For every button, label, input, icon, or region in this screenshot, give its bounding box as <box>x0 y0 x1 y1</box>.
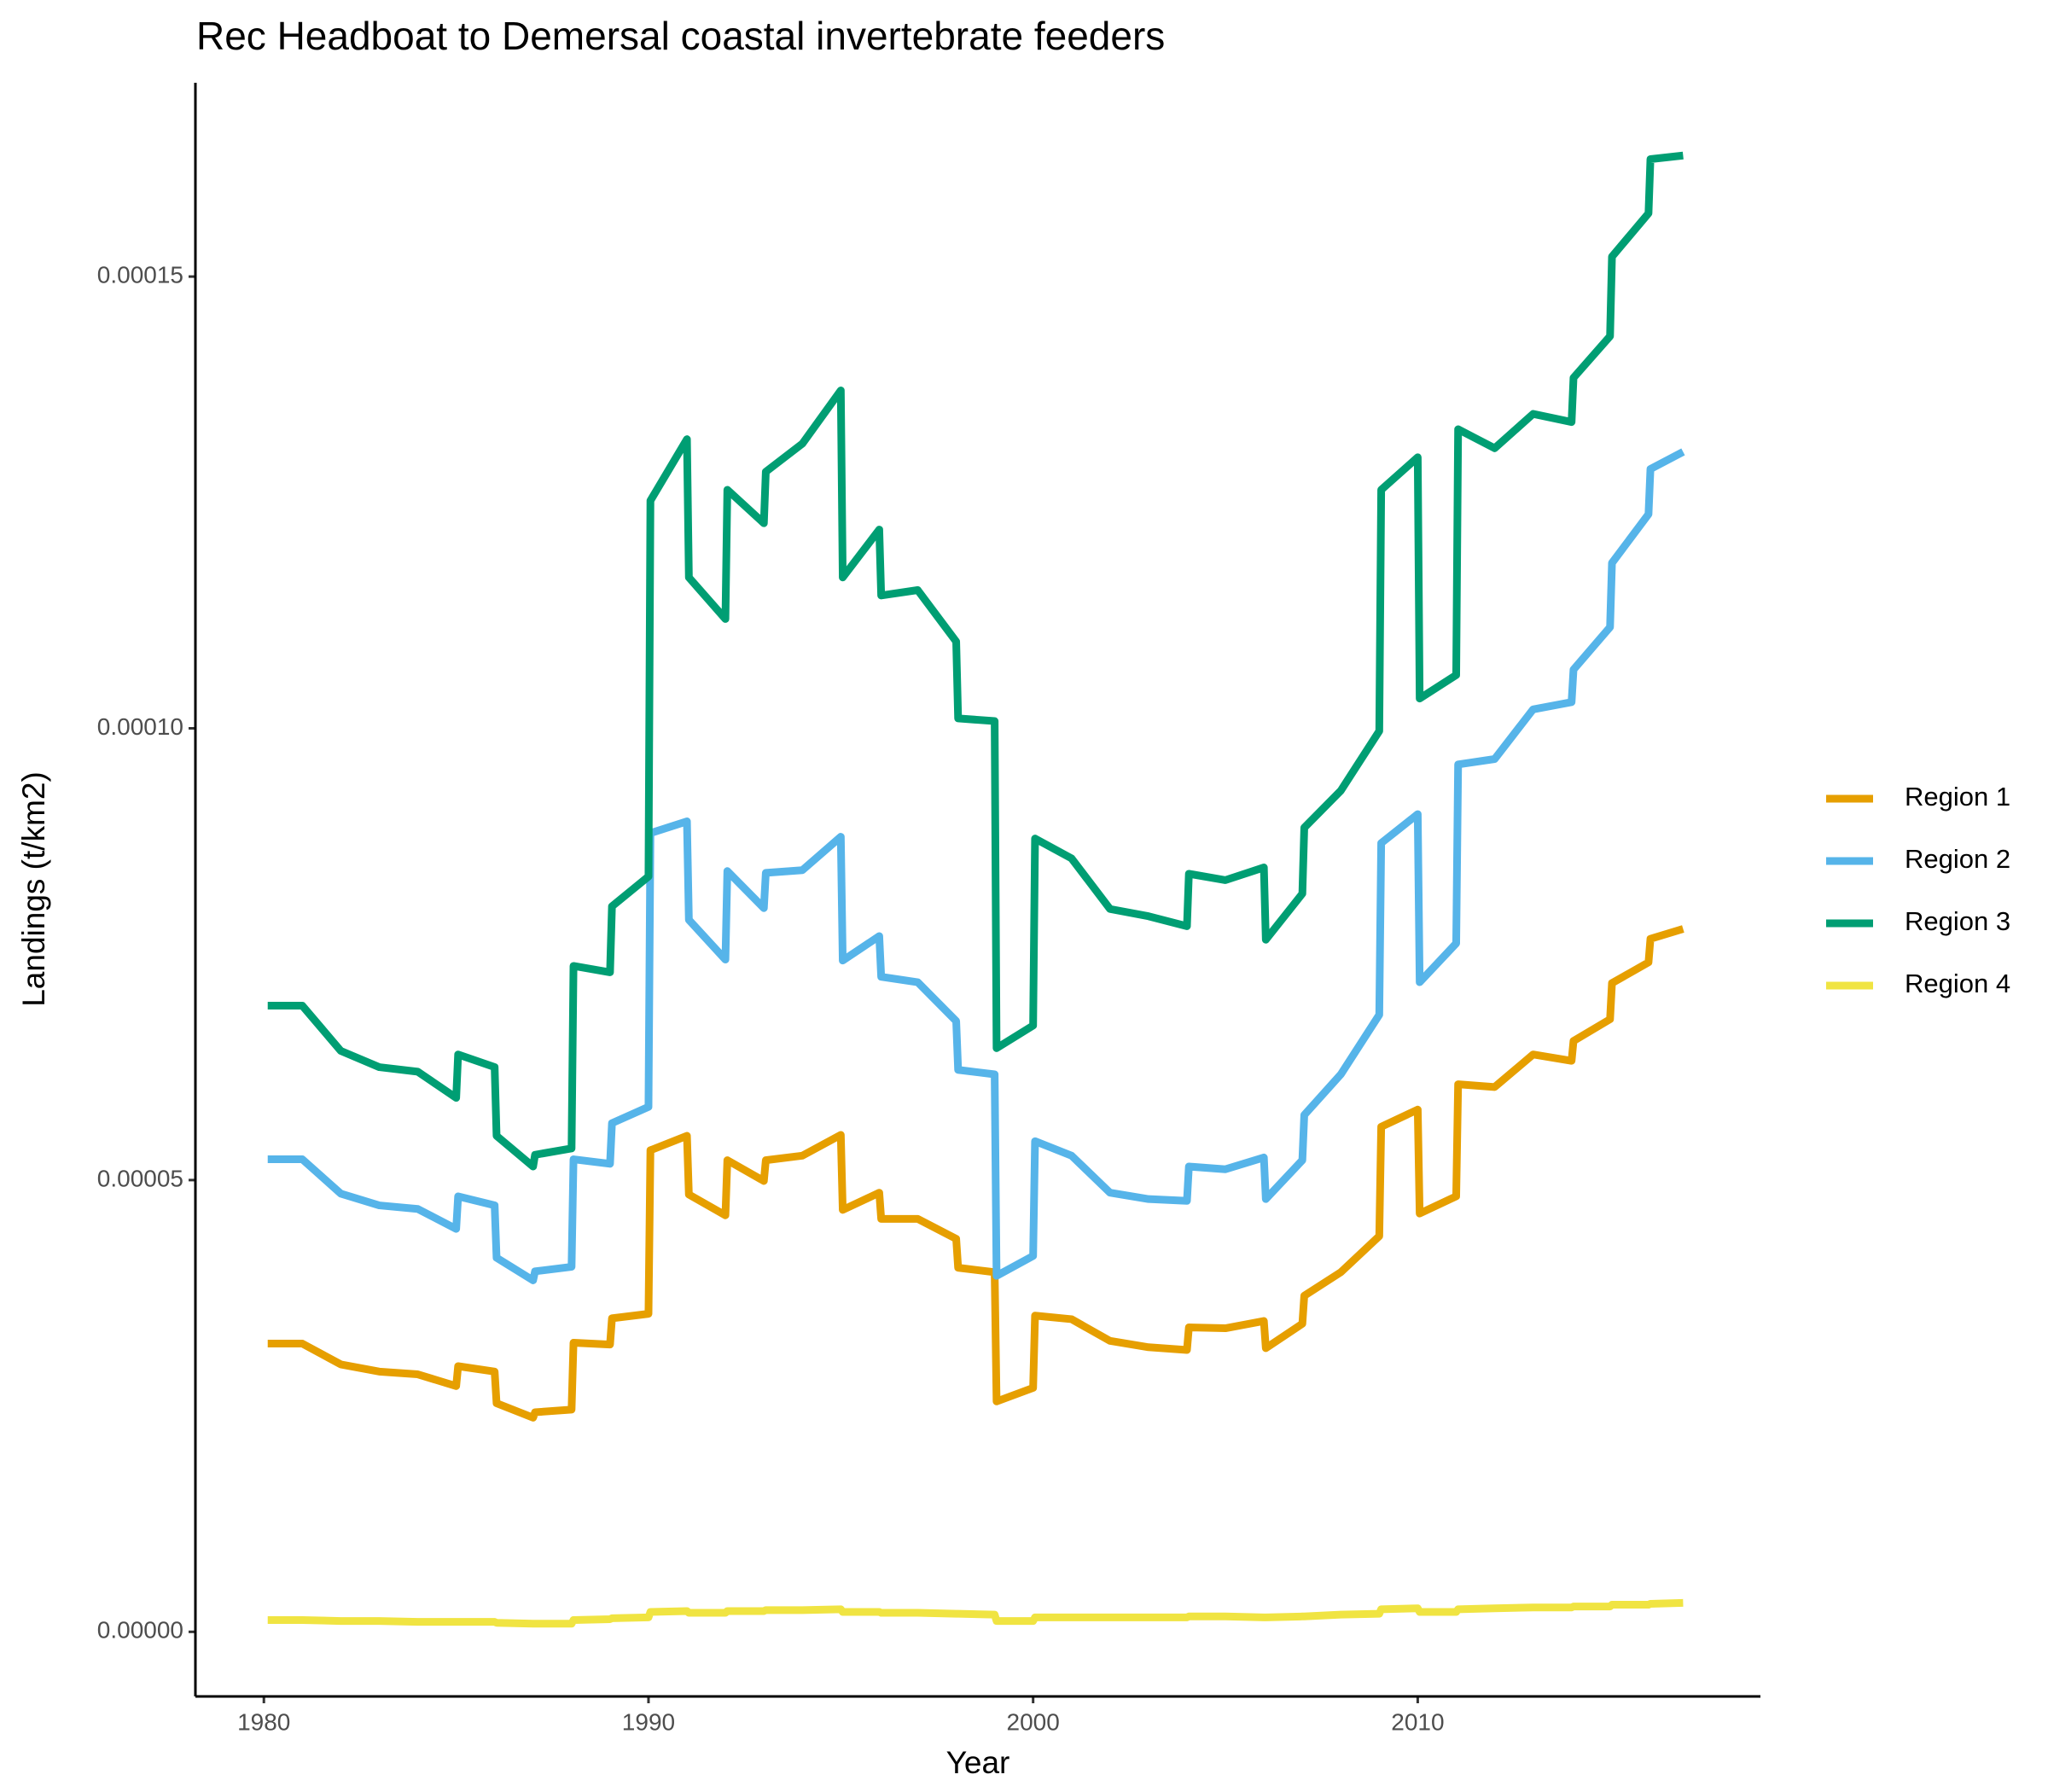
line <box>267 448 1685 1284</box>
legend-label: Region 4 <box>1905 969 2010 998</box>
legend-label: Region 1 <box>1905 782 2010 812</box>
line <box>267 925 1684 1422</box>
legend-label: Region 3 <box>1905 906 2010 936</box>
y-tick-label: 0.00015 <box>97 262 183 288</box>
line <box>267 151 1684 1171</box>
x-tick-label: 2010 <box>1391 1708 1444 1735</box>
y-tick-label: 0.00005 <box>97 1165 183 1191</box>
y-tick-label: 0.00010 <box>97 713 183 740</box>
chart-title: Rec Headboat to Demersal coastal inverte… <box>196 14 1165 58</box>
y-tick-label: 0.00000 <box>97 1617 183 1644</box>
x-tick-label: 1980 <box>237 1708 290 1735</box>
legend-label: Region 2 <box>1905 844 2010 874</box>
x-axis-title: Year <box>946 1745 1010 1780</box>
line <box>267 1598 1684 1628</box>
x-tick-label: 2000 <box>1007 1708 1060 1735</box>
y-axis-title: Landings (t/km2) <box>16 771 51 1007</box>
x-tick-label: 1990 <box>622 1708 675 1735</box>
